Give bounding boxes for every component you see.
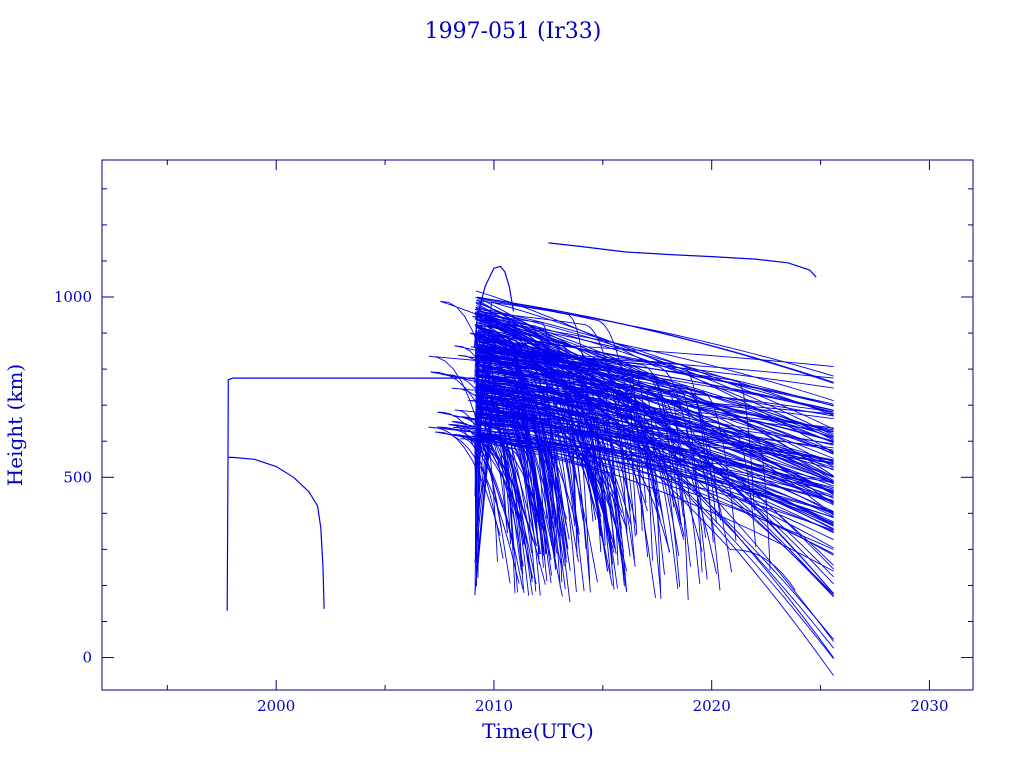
x-tick-label: 2030: [910, 697, 948, 715]
debris-track: [472, 316, 508, 534]
debris-track: [449, 423, 534, 542]
debris-track: [474, 436, 534, 530]
y-tick-label: 1000: [54, 288, 92, 306]
debris-track: [476, 299, 834, 377]
debris-track: [474, 391, 834, 446]
debris-track: [476, 432, 512, 545]
debris-track: [477, 319, 834, 416]
debris-track: [428, 355, 511, 584]
debris-track: [476, 423, 834, 555]
debris-track: [476, 314, 563, 583]
debris-track: [475, 385, 611, 574]
y-axis-label: Height (km): [3, 364, 27, 486]
debris-track: [475, 387, 834, 527]
debris-track: [435, 431, 520, 584]
debris-track: [476, 338, 834, 440]
debris-track: [475, 297, 834, 383]
debris-track: [474, 370, 545, 552]
plot-area: [226, 242, 834, 676]
debris-track: [476, 385, 834, 466]
debris-track: [476, 398, 609, 532]
series-line-0: [226, 377, 476, 611]
debris-track: [477, 337, 703, 552]
debris-track: [476, 369, 602, 536]
debris-track: [476, 318, 707, 538]
debris-track: [476, 434, 834, 572]
debris-track: [475, 365, 685, 540]
debris-track: [475, 349, 834, 443]
plot-frame: [101, 159, 974, 691]
debris-track: [474, 318, 834, 402]
debris-track: [477, 374, 597, 521]
debris-track: [476, 374, 834, 484]
debris-track: [477, 407, 541, 596]
debris-track: [476, 375, 834, 413]
y-tick-label: 500: [63, 468, 92, 486]
debris-track: [477, 296, 649, 558]
debris-track: [474, 419, 834, 595]
debris-track: [475, 306, 834, 430]
x-tick-label: 2010: [475, 697, 513, 715]
debris-track: [477, 312, 834, 477]
debris-track: [475, 416, 548, 581]
debris-track: [428, 426, 501, 536]
debris-track: [477, 369, 834, 433]
chart-title: 1997-051 (Ir33): [425, 19, 602, 44]
debris-track: [477, 330, 587, 550]
debris-track: [472, 440, 524, 567]
debris-track: [476, 352, 721, 521]
x-tick-label: 2000: [257, 697, 295, 715]
debris-track: [476, 354, 834, 483]
debris-track: [474, 410, 537, 596]
debris-track: [475, 340, 579, 562]
debris-track: [474, 422, 616, 549]
axes: 2000 2010 2020 2030 0 500 1000: [54, 159, 974, 715]
debris-track: [477, 347, 556, 551]
debris-track: [477, 345, 834, 405]
debris-track: [475, 393, 834, 538]
debris-track: [477, 331, 834, 415]
debris-track: [477, 350, 771, 571]
debris-track: [477, 357, 627, 591]
debris-track: [477, 333, 834, 407]
debris-track: [476, 361, 600, 513]
series-line-2: [473, 265, 515, 348]
debris-track: [475, 301, 682, 521]
debris-track: [477, 394, 834, 429]
debris-track: [475, 423, 568, 520]
debris-track: [477, 312, 834, 441]
debris-track: [474, 317, 834, 676]
series-line-3: [548, 242, 817, 278]
debris-track: [448, 433, 514, 547]
x-axis-label: Time(UTC): [482, 719, 594, 743]
debris-track: [476, 308, 834, 436]
debris-track: [477, 361, 551, 507]
debris-track: [474, 354, 834, 495]
y-tick-label: 0: [82, 649, 92, 667]
debris-track: [476, 434, 834, 513]
debris-track: [476, 394, 626, 576]
debris-track: [477, 340, 834, 368]
series-line-1: [228, 456, 325, 609]
debris-track: [477, 315, 556, 514]
x-tick-label: 2020: [693, 697, 731, 715]
debris-track: [477, 429, 834, 519]
debris-track: [475, 334, 681, 588]
debris-track: [474, 370, 670, 553]
debris-track: [430, 371, 520, 523]
debris-track: [477, 438, 551, 557]
debris-track: [475, 398, 834, 517]
debris-track: [475, 414, 620, 541]
debris-track: [475, 315, 585, 591]
debris-track: [475, 408, 834, 461]
debris-track: [477, 391, 546, 555]
debris-track: [474, 322, 834, 597]
debris-track: [477, 383, 834, 506]
debris-track: [476, 332, 733, 573]
series-group: [226, 242, 834, 676]
debris-track: [475, 345, 703, 573]
debris-track: [476, 439, 834, 513]
